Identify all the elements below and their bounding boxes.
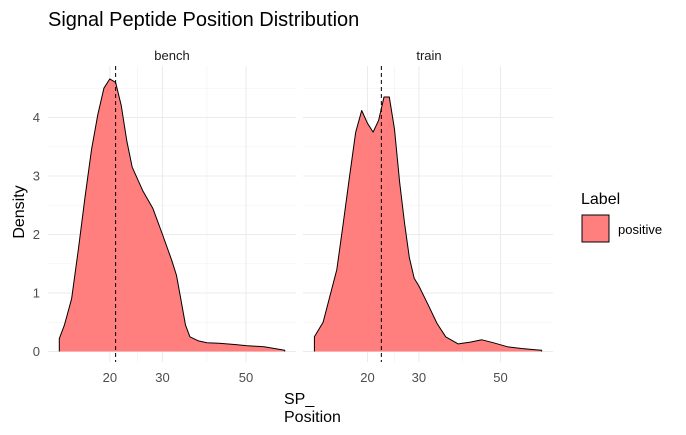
x-tick-label: 20 [103, 370, 117, 385]
legend-label-positive: positive [618, 222, 662, 237]
x-axis-title-line2: Position [284, 409, 341, 426]
legend: Label positive [581, 191, 662, 243]
x-tick-label: 30 [412, 370, 426, 385]
facet-label-bench: bench [154, 48, 189, 63]
x-tick-label: 50 [493, 370, 507, 385]
density-outline-bench [58, 78, 286, 352]
y-tick-label: 2 [33, 227, 40, 242]
y-axis-title: Density [11, 185, 28, 238]
facet-panel-train: train 20 30 50 [303, 48, 553, 385]
y-tick-label: 0 [33, 344, 40, 359]
legend-title: Label [581, 191, 620, 208]
y-tick-label: 1 [33, 285, 40, 300]
facet-label-train: train [416, 48, 441, 63]
x-tick-label: 30 [155, 370, 169, 385]
x-axis-title-line1: SP_ [284, 391, 315, 408]
density-area-train [314, 97, 542, 352]
x-tick-label: 50 [239, 370, 253, 385]
facet-panel-bench: bench 20 30 50 [48, 48, 296, 385]
facet-panels: bench 20 30 50 train 20 30 50 [48, 48, 553, 385]
density-area-bench [59, 78, 285, 352]
y-tick-label: 3 [33, 168, 40, 183]
chart-title: Signal Peptide Position Distribution [48, 9, 359, 31]
density-outline-train [313, 96, 543, 352]
y-axis: 0 1 2 3 4 [33, 110, 40, 359]
legend-key-positive [581, 214, 610, 243]
y-tick-label: 4 [33, 110, 40, 125]
x-tick-label: 20 [360, 370, 374, 385]
